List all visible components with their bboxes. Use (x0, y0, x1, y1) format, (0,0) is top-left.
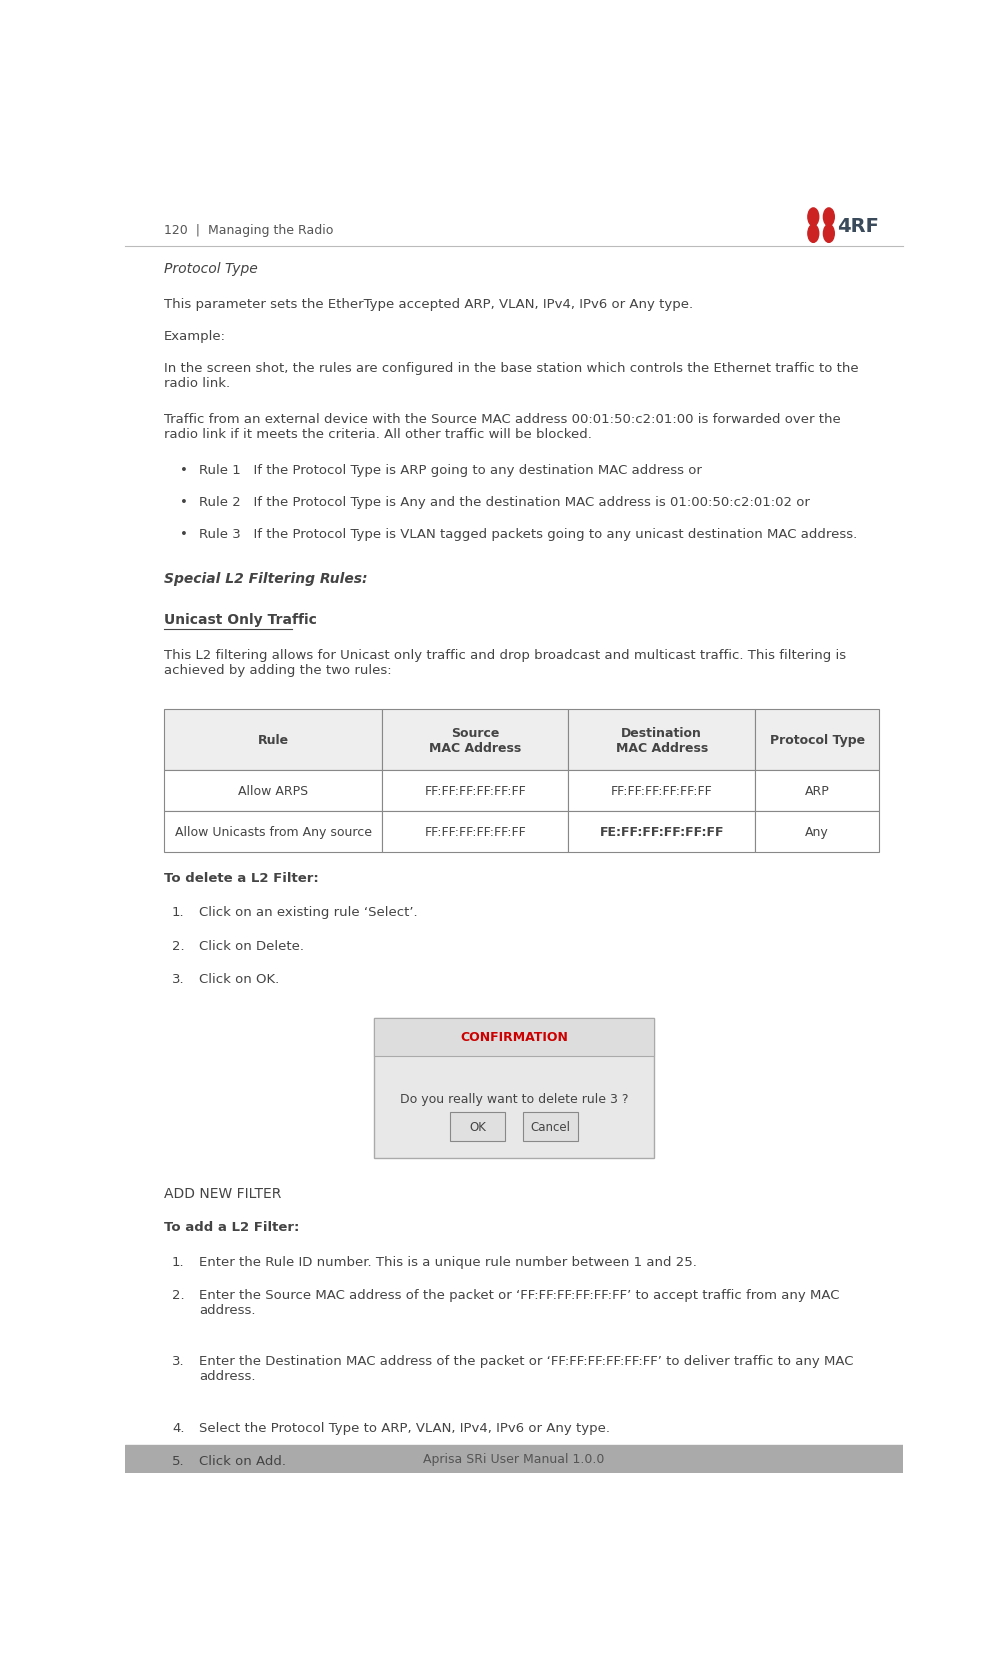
Text: FF:FF:FF:FF:FF:FF: FF:FF:FF:FF:FF:FF (424, 826, 525, 839)
Text: ADD NEW FILTER: ADD NEW FILTER (164, 1187, 282, 1200)
Text: •: • (179, 495, 187, 508)
Text: 1.: 1. (172, 905, 184, 919)
Text: 2.: 2. (172, 938, 184, 952)
Circle shape (807, 225, 818, 243)
Bar (382, 811, 568, 852)
Bar (568, 771, 755, 811)
Text: In the screen shot, the rules are configured in the base station which controls : In the screen shot, the rules are config… (164, 362, 858, 389)
Text: Allow ARPS: Allow ARPS (237, 784, 308, 798)
Text: Rule: Rule (258, 733, 289, 746)
Circle shape (823, 209, 834, 227)
Text: Protocol Type: Protocol Type (769, 733, 864, 746)
Text: Click on Add.: Click on Add. (199, 1453, 286, 1466)
Bar (374, 1018, 653, 1158)
Bar (523, 1112, 577, 1142)
Bar (382, 771, 568, 811)
Text: Click on Delete.: Click on Delete. (199, 938, 304, 952)
Text: This parameter sets the EtherType accepted ARP, VLAN, IPv4, IPv6 or Any type.: This parameter sets the EtherType accept… (164, 298, 692, 311)
Text: 3.: 3. (172, 971, 184, 985)
Text: Cancel: Cancel (530, 1120, 570, 1134)
Text: FF:FF:FF:FF:FF:FF: FF:FF:FF:FF:FF:FF (610, 784, 711, 798)
Text: 1.: 1. (172, 1254, 184, 1268)
Text: ARP: ARP (804, 784, 829, 798)
Circle shape (823, 225, 834, 243)
Text: CONFIRMATION: CONFIRMATION (460, 1031, 567, 1044)
Text: •: • (179, 528, 187, 541)
Text: Rule 1   If the Protocol Type is ARP going to any destination MAC address or: Rule 1 If the Protocol Type is ARP going… (199, 463, 701, 477)
Bar (374, 1018, 653, 1056)
Text: 4RF: 4RF (837, 217, 879, 237)
Text: Click on OK.: Click on OK. (199, 971, 280, 985)
Text: Special L2 Filtering Rules:: Special L2 Filtering Rules: (164, 573, 368, 586)
Text: Unicast Only Traffic: Unicast Only Traffic (164, 612, 317, 627)
Bar (164, 771, 382, 811)
Text: To add a L2 Filter:: To add a L2 Filter: (164, 1221, 300, 1233)
Bar (164, 811, 382, 852)
Text: 5.: 5. (172, 1453, 184, 1466)
Bar (450, 1112, 504, 1142)
Bar (125, 199, 902, 247)
Text: Protocol Type: Protocol Type (164, 263, 258, 276)
Text: Select the Protocol Type to ARP, VLAN, IPv4, IPv6 or Any type.: Select the Protocol Type to ARP, VLAN, I… (199, 1420, 609, 1433)
Text: Enter the Destination MAC address of the packet or ‘FF:FF:FF:FF:FF:FF’ to delive: Enter the Destination MAC address of the… (199, 1354, 853, 1382)
Text: Allow Unicasts from Any source: Allow Unicasts from Any source (174, 826, 371, 839)
Text: Do you really want to delete rule 3 ?: Do you really want to delete rule 3 ? (400, 1092, 627, 1106)
Text: 120  |  Managing the Radio: 120 | Managing the Radio (164, 223, 334, 237)
Text: Rule 3   If the Protocol Type is VLAN tagged packets going to any unicast destin: Rule 3 If the Protocol Type is VLAN tagg… (199, 528, 857, 541)
Text: Destination
MAC Address: Destination MAC Address (615, 727, 707, 755)
Bar (755, 710, 879, 771)
Text: Rule 2   If the Protocol Type is Any and the destination MAC address is 01:00:50: Rule 2 If the Protocol Type is Any and t… (199, 495, 810, 508)
Text: FF:FF:FF:FF:FF:FF: FF:FF:FF:FF:FF:FF (424, 784, 525, 798)
Text: Source
MAC Address: Source MAC Address (429, 727, 521, 755)
Circle shape (807, 209, 818, 227)
Bar (755, 811, 879, 852)
Text: Example:: Example: (164, 329, 226, 343)
Text: Traffic from an external device with the Source MAC address 00:01:50:c2:01:00 is: Traffic from an external device with the… (164, 412, 840, 440)
Bar (125, 1445, 902, 1473)
Text: Any: Any (805, 826, 829, 839)
Text: Enter the Rule ID number. This is a unique rule number between 1 and 25.: Enter the Rule ID number. This is a uniq… (199, 1254, 696, 1268)
Text: Aprisa SRi User Manual 1.0.0: Aprisa SRi User Manual 1.0.0 (423, 1453, 604, 1465)
Text: 4.: 4. (172, 1420, 184, 1433)
Text: Enter the Source MAC address of the packet or ‘FF:FF:FF:FF:FF:FF’ to accept traf: Enter the Source MAC address of the pack… (199, 1288, 839, 1316)
Bar (755, 771, 879, 811)
Bar (164, 710, 382, 771)
Text: 3.: 3. (172, 1354, 184, 1367)
Text: FE:FF:FF:FF:FF:FF: FE:FF:FF:FF:FF:FF (599, 826, 723, 839)
Text: This L2 filtering allows for Unicast only traffic and drop broadcast and multica: This L2 filtering allows for Unicast onl… (164, 649, 846, 677)
Bar (568, 811, 755, 852)
Text: •: • (179, 463, 187, 477)
Text: To delete a L2 Filter:: To delete a L2 Filter: (164, 872, 319, 884)
Bar (382, 710, 568, 771)
Text: Click on an existing rule ‘Select’.: Click on an existing rule ‘Select’. (199, 905, 418, 919)
Text: 2.: 2. (172, 1288, 184, 1301)
Bar (568, 710, 755, 771)
Text: OK: OK (469, 1120, 485, 1134)
